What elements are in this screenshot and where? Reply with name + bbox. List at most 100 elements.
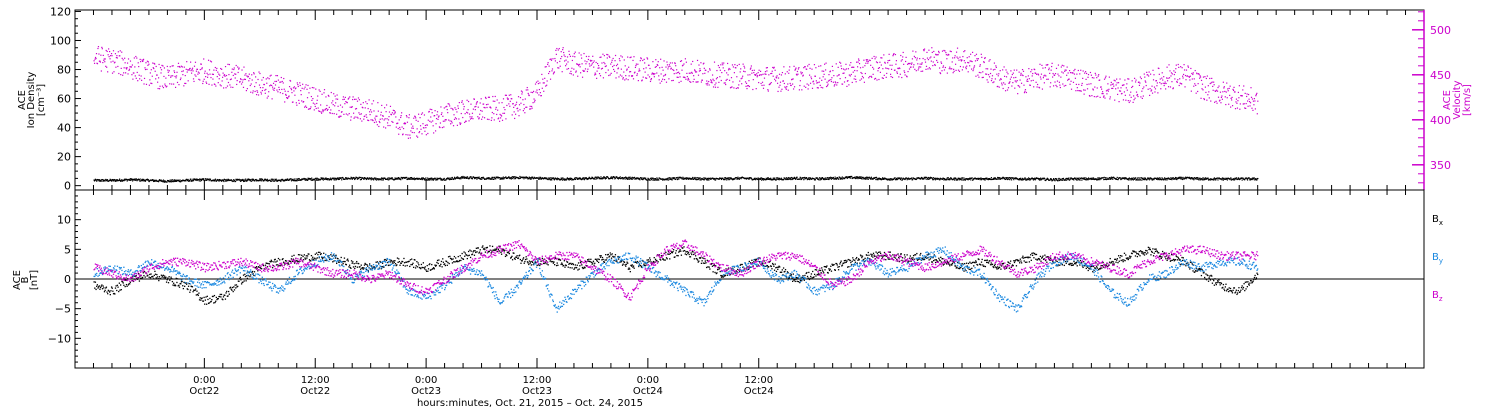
data-point	[1085, 72, 1088, 75]
data-point	[674, 62, 676, 64]
data-point	[395, 178, 397, 180]
data-point	[204, 179, 206, 181]
data-point	[652, 61, 654, 63]
data-point	[380, 178, 382, 180]
data-point	[1175, 64, 1177, 66]
data-point	[290, 178, 292, 180]
data-point	[911, 62, 913, 64]
data-point	[639, 70, 641, 72]
data-point	[816, 177, 818, 179]
data-point	[280, 76, 282, 79]
data-point	[1221, 98, 1223, 100]
data-point	[683, 178, 685, 180]
data-point	[142, 60, 144, 62]
data-point	[232, 180, 234, 182]
data-point	[1152, 179, 1154, 181]
data-point	[1198, 77, 1201, 79]
data-point	[206, 72, 208, 74]
data-point	[108, 48, 110, 50]
data-point	[320, 177, 322, 179]
data-point	[928, 177, 930, 179]
data-point	[362, 177, 364, 179]
data-point	[1210, 178, 1212, 180]
data-point	[647, 177, 649, 179]
data-point	[979, 177, 981, 180]
data-point	[1067, 178, 1070, 180]
data-point	[983, 178, 985, 180]
data-point	[622, 77, 624, 79]
data-point	[921, 62, 923, 64]
data-point	[405, 114, 408, 117]
data-point	[604, 177, 606, 179]
data-point	[700, 179, 702, 181]
data-point	[768, 178, 770, 180]
data-point	[977, 178, 980, 180]
data-point	[310, 95, 312, 98]
data-point	[888, 68, 890, 70]
data-point	[1145, 81, 1147, 83]
data-point	[828, 74, 830, 76]
data-point	[656, 63, 658, 66]
data-point	[334, 105, 336, 107]
data-point	[952, 57, 954, 59]
data-point	[1139, 76, 1142, 78]
data-point	[229, 84, 231, 86]
data-point	[673, 69, 675, 72]
data-point	[607, 176, 609, 179]
data-point	[1031, 69, 1033, 71]
data-point	[160, 72, 162, 74]
data-point	[974, 55, 976, 57]
data-point	[211, 73, 214, 75]
data-point	[914, 57, 916, 59]
data-point	[1005, 76, 1008, 78]
data-point	[1013, 69, 1015, 71]
data-point	[581, 63, 583, 65]
data-point	[586, 178, 588, 181]
data-point	[540, 95, 542, 97]
data-point	[1101, 91, 1104, 93]
data-point	[1038, 178, 1040, 181]
data-point	[214, 179, 216, 181]
data-point	[174, 71, 176, 74]
data-point	[888, 178, 890, 180]
data-point	[600, 68, 603, 70]
data-point	[289, 80, 292, 82]
data-point	[527, 89, 529, 91]
data-point	[735, 67, 737, 69]
data-point	[333, 113, 335, 115]
data-point	[216, 180, 218, 182]
data-point	[555, 53, 557, 55]
data-point	[732, 179, 734, 181]
data-point	[951, 68, 953, 70]
data-point	[725, 83, 727, 86]
data-point	[162, 181, 164, 183]
data-point	[708, 179, 710, 181]
data-point	[532, 102, 534, 104]
data-point	[895, 177, 898, 180]
data-point	[552, 177, 555, 179]
data-point	[822, 177, 824, 179]
data-point	[799, 178, 801, 180]
data-point	[540, 177, 542, 179]
data-point	[1075, 83, 1077, 86]
data-point	[310, 106, 312, 108]
data-point	[468, 120, 470, 122]
data-point	[426, 179, 428, 181]
data-point	[476, 102, 478, 104]
data-point	[1183, 64, 1185, 66]
data-point	[869, 75, 871, 78]
data-point	[343, 113, 345, 115]
data-point	[1176, 178, 1178, 181]
data-point	[402, 133, 404, 135]
data-point	[531, 91, 534, 94]
data-point	[654, 178, 656, 180]
data-point	[572, 74, 574, 76]
data-point	[1210, 100, 1212, 102]
data-point	[103, 59, 105, 61]
data-point	[1131, 177, 1134, 179]
data-point	[1054, 72, 1057, 75]
data-point	[315, 88, 317, 90]
data-point	[1096, 77, 1098, 79]
data-point	[327, 108, 329, 111]
data-point	[107, 54, 109, 56]
